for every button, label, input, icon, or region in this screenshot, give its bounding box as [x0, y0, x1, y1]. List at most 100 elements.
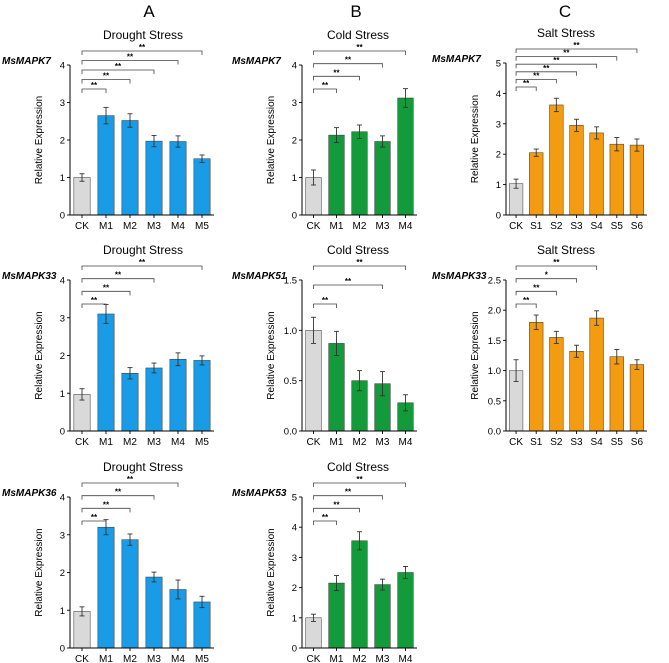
x-tick-label: M4 [399, 221, 413, 232]
y-tick-label: 2.5 [488, 276, 501, 287]
y-tick-label: 1 [292, 613, 297, 624]
panel-title: Drought Stress [103, 28, 183, 42]
significance-bracket [81, 482, 179, 487]
x-tick-label: M2 [123, 437, 137, 448]
significance-label: ** [139, 43, 146, 52]
bar-m5 [193, 360, 211, 432]
y-tick-label: 4 [60, 61, 65, 72]
y-axis-label: Relative Expression [34, 311, 45, 399]
significance-bracket [313, 63, 383, 68]
y-tick-label: 2.0 [488, 306, 501, 317]
significance-label: ** [533, 283, 540, 292]
significance-label: ** [91, 296, 98, 305]
significance-bracket [81, 278, 155, 283]
significance-label: ** [345, 488, 352, 497]
significance-bracket [313, 284, 383, 289]
panel-title: Drought Stress [103, 460, 183, 474]
bar-m5 [193, 601, 211, 649]
x-tick-label: M5 [195, 654, 209, 663]
significance-bracket [515, 278, 577, 283]
significance-label: ** [333, 500, 340, 509]
x-tick-label: M1 [99, 654, 113, 663]
y-tick-label: 1 [60, 606, 65, 617]
y-tick-label: 0 [292, 644, 297, 655]
significance-bracket [515, 63, 598, 69]
significance-bracket [81, 69, 155, 74]
x-tick-label: M1 [330, 654, 344, 663]
column-header-b: B [350, 2, 361, 21]
significance-bracket [313, 50, 406, 55]
significance-bracket [313, 482, 406, 487]
bar-m1 [328, 343, 345, 432]
x-tick-label: M1 [99, 437, 113, 448]
bar-s1 [529, 152, 544, 216]
y-axis-label: Relative Expression [34, 528, 45, 616]
x-tick-label: CK [75, 437, 89, 448]
significance-bracket [81, 507, 131, 513]
x-tick-label: M4 [399, 437, 413, 448]
significance-label: ** [103, 72, 110, 81]
y-tick-label: 2 [60, 351, 65, 362]
x-tick-label: S3 [570, 437, 583, 448]
bar-m3 [374, 584, 391, 649]
x-tick-label: M1 [330, 437, 344, 448]
x-tick-label: M3 [147, 437, 161, 448]
significance-label: ** [115, 62, 122, 71]
significance-label: ** [103, 500, 110, 509]
significance-label: ** [356, 43, 363, 52]
bar-s3 [569, 351, 584, 432]
x-tick-label: S4 [591, 221, 604, 232]
y-tick-label: 3 [292, 553, 297, 564]
x-tick-label: M4 [171, 437, 185, 448]
column-header-c: C [559, 2, 571, 21]
y-tick-label: 0.5 [488, 396, 501, 407]
y-tick-label: 4 [496, 89, 501, 100]
bar-m2 [121, 120, 139, 216]
significance-label: ** [523, 296, 530, 305]
y-tick-label: 3 [496, 119, 501, 130]
significance-label: ** [127, 53, 134, 62]
y-axis-label: Relative Expression [34, 96, 45, 184]
significance-label: ** [543, 64, 550, 73]
x-tick-label: S3 [570, 221, 583, 232]
gene-label: MsMAPK7 [2, 56, 51, 67]
y-tick-label: 5 [292, 493, 297, 504]
bar-m4 [397, 97, 414, 216]
y-tick-label: 0.0 [284, 427, 297, 438]
bar-s4 [589, 132, 604, 216]
x-tick-label: M3 [147, 221, 161, 232]
significance-bracket [515, 86, 537, 91]
x-tick-label: CK [509, 221, 523, 232]
bar-s5 [609, 356, 624, 432]
bar-s3 [569, 125, 584, 216]
y-tick-label: 0 [292, 211, 297, 222]
bar-m3 [374, 141, 391, 216]
significance-bracket [313, 75, 360, 81]
bar-s5 [609, 143, 624, 216]
bar-ck [305, 330, 322, 432]
panel-a3: Drought Stress MsMAPK36 Relative Expressio… [2, 460, 214, 663]
y-tick-label: 0 [60, 427, 65, 438]
significance-bracket [313, 520, 337, 525]
significance-label: ** [115, 271, 122, 280]
bar-ck [305, 617, 322, 649]
bar-s2 [549, 104, 564, 216]
column-header-a: A [143, 2, 155, 21]
significance-bracket [81, 60, 179, 65]
x-tick-label: M4 [171, 221, 185, 232]
bar-m2 [351, 540, 368, 649]
significance-label: * [545, 271, 549, 280]
significance-label: ** [91, 81, 98, 90]
y-tick-label: 0.0 [488, 427, 501, 438]
x-tick-label: M2 [123, 221, 137, 232]
y-tick-label: 1.0 [488, 366, 501, 377]
bar-m1 [97, 526, 115, 649]
x-tick-label: M4 [171, 654, 185, 663]
significance-label: ** [356, 258, 363, 267]
y-axis-label: Relative Expression [266, 96, 277, 184]
bar-m5 [193, 158, 211, 216]
x-tick-label: M2 [353, 437, 367, 448]
gene-label: MsMAPK53 [232, 488, 287, 499]
bar-ck [73, 611, 91, 649]
y-tick-label: 1 [60, 173, 65, 184]
